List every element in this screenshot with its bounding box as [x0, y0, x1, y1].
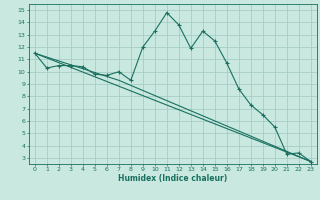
X-axis label: Humidex (Indice chaleur): Humidex (Indice chaleur) [118, 174, 228, 183]
